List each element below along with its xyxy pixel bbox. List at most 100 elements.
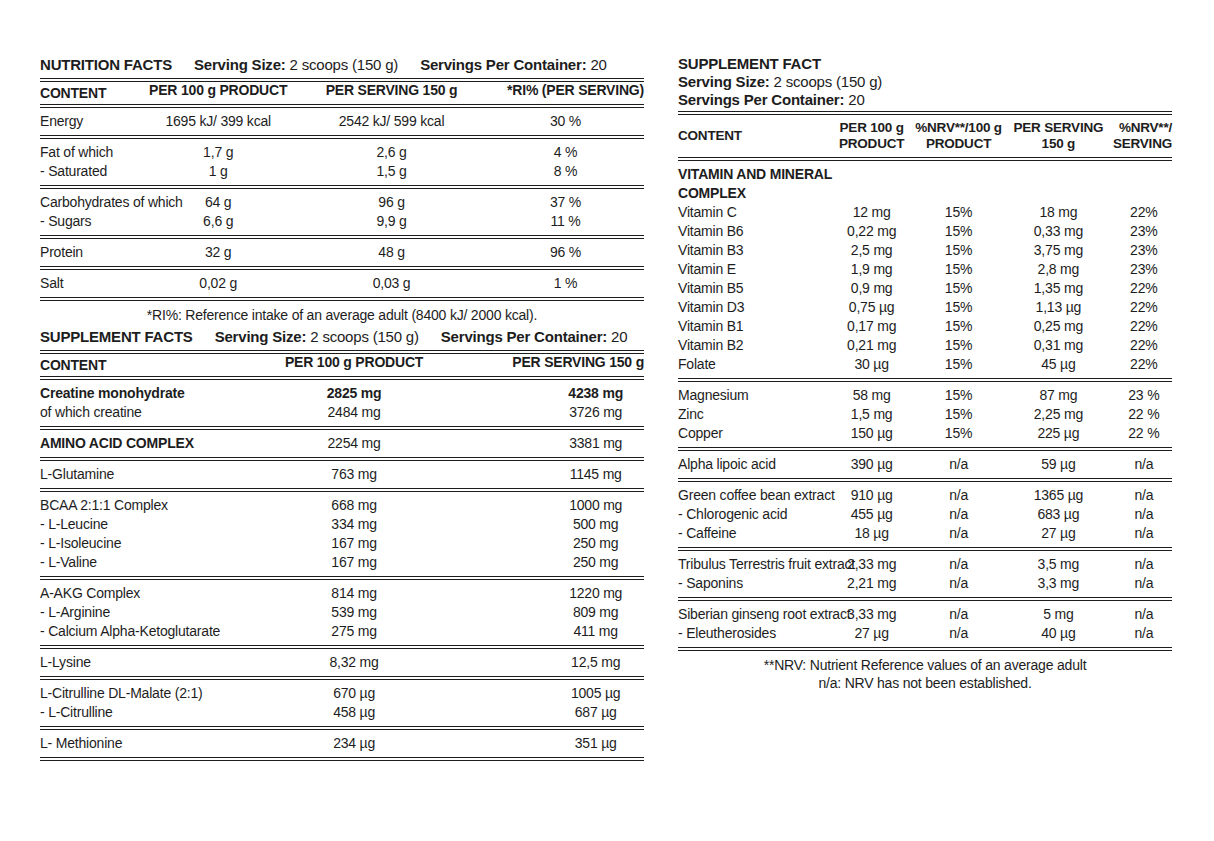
nrv-serving-value: 23 % — [1128, 386, 1159, 405]
nutrition-facts-table: NUTRITION FACTS Serving Size:2 scoops (1… — [40, 56, 644, 324]
servings-per-container: Servings Per Container:20 — [678, 91, 1172, 109]
table-row: Folate 30 µg 15% 45 µg 22% — [678, 355, 1172, 374]
per-serving-value: 2,6 g — [376, 143, 406, 162]
per-100g-value: 3,33 mg — [847, 605, 896, 624]
column-header-row: CONTENT PER 100 g PRODUCT PER SERVING 15… — [40, 82, 644, 104]
per-serving-value: 809 mg — [573, 603, 619, 622]
ri-footnote: *RI%: Reference intake of an average adu… — [40, 301, 644, 324]
column-header-ri: *RI% (PER SERVING) — [507, 82, 644, 98]
row-group-glutamine: L-Glutamine 763 mg 1145 mg — [40, 461, 644, 488]
table-row: Vitamin B6 0,22 mg 15% 0,33 mg 23% — [678, 222, 1172, 241]
row-label: Vitamin C — [678, 203, 737, 222]
table-row: Vitamin B2 0,21 mg 15% 0,31 mg 22% — [678, 336, 1172, 355]
per-100g-value: 0,02 g — [199, 274, 237, 293]
per-100g-value: 0,9 mg — [851, 279, 893, 298]
nrv-serving-value: 22% — [1130, 298, 1157, 317]
ri-percent-value: 11 % — [550, 212, 580, 231]
nrv-100g-value: 15% — [945, 336, 972, 355]
column-header-per100: PER 100 g PRODUCT — [149, 82, 287, 98]
row-label: L-Glutamine — [40, 465, 114, 484]
table-row: Creatine monohydrate 2825 mg 4238 mg — [40, 384, 644, 403]
table-row: - Saponins 2,21 mg n/a 3,3 mg n/a — [678, 574, 1172, 593]
table-row: A-AKG Complex 814 mg 1220 mg — [40, 584, 644, 603]
table-row: - Sugars 6,6 g 9,9 g 11 % — [40, 212, 644, 231]
row-label: Zinc — [678, 405, 704, 424]
nrv-100g-value: 15% — [945, 260, 972, 279]
per-100g-value: 539 mg — [331, 603, 377, 622]
column-header-per-serving: PER SERVING 150 g — [326, 82, 458, 98]
ri-percent-value: 30 % — [550, 112, 581, 131]
per-serving-value: 40 µg — [1041, 624, 1075, 643]
row-label: Alpha lipoic acid — [678, 455, 776, 474]
table-row: AMINO ACID COMPLEX 2254 mg 3381 mg — [40, 434, 644, 453]
table-row: Vitamin D3 0,75 µg 15% 1,13 µg 22% — [678, 298, 1172, 317]
servings-per-container: Servings Per Container:20 — [441, 328, 628, 346]
per-100g-value: 18 µg — [854, 524, 888, 543]
row-group-methionine: L- Methionine 234 µg 351 µg — [40, 730, 644, 757]
row-label: - Chlorogenic acid — [678, 505, 787, 524]
row-label: Copper — [678, 424, 723, 443]
per-100g-value: 12 mg — [853, 203, 891, 222]
ri-percent-value: 1 % — [554, 274, 578, 293]
per-serving-value: 351 µg — [575, 734, 617, 753]
table-row: - L-Isoleucine 167 mg 250 mg — [40, 534, 644, 553]
supplement-fact-header: SUPPLEMENT FACT Serving Size:2 scoops (1… — [678, 55, 1172, 111]
row-group-lysine: L-Lysine 8,32 mg 12,5 mg — [40, 649, 644, 676]
per-serving-value: 1,5 g — [376, 162, 406, 181]
per-serving-value: 5 mg — [1043, 605, 1073, 624]
per-serving-value: 0,33 mg — [1034, 222, 1083, 241]
row-label: L- Methionine — [40, 734, 122, 753]
nrv-serving-value: n/a — [1134, 624, 1153, 643]
column-header-nrv100: %NRV**/100 g PRODUCT — [915, 120, 1002, 152]
table-row: Salt 0,02 g 0,03 g 1 % — [40, 274, 644, 293]
section-header-vitamin-mineral-complex: VITAMIN AND MINERAL COMPLEX — [678, 165, 1172, 203]
nutrition-facts-header: NUTRITION FACTS Serving Size:2 scoops (1… — [40, 56, 644, 78]
supplement-facts-table: SUPPLEMENT FACTS Serving Size:2 scoops (… — [40, 328, 644, 761]
per-serving-value: 45 µg — [1041, 355, 1075, 374]
row-label: Protein — [40, 243, 83, 262]
per-100g-value: 334 mg — [331, 515, 377, 534]
column-header-per100: PER 100 g PRODUCT — [285, 354, 423, 370]
per-100g-value: 30 µg — [854, 355, 888, 374]
nrv-100g-value: n/a — [949, 524, 968, 543]
table-row: Alpha lipoic acid 390 µg n/a 59 µg n/a — [678, 455, 1172, 474]
per-100g-value: 275 mg — [331, 622, 377, 641]
table-title: SUPPLEMENT FACTS — [40, 328, 193, 346]
nrv-serving-value: 22% — [1130, 279, 1157, 298]
per-100g-value: 763 mg — [331, 465, 377, 484]
nrv-100g-value: 15% — [945, 317, 972, 336]
per-100g-value: 1 g — [209, 162, 228, 181]
per-serving-value: 411 mg — [573, 622, 617, 641]
per-100g-value: 167 mg — [331, 534, 377, 553]
per-100g-value: 1,7 g — [203, 143, 233, 162]
per-serving-value: 4238 mg — [568, 384, 623, 403]
per-100g-value: 455 µg — [851, 505, 893, 524]
row-label: Tribulus Terrestris fruit extract — [678, 555, 855, 574]
supplement-fact-vitamins-table: SUPPLEMENT FACT Serving Size:2 scoops (1… — [678, 55, 1172, 692]
per-100g-value: 58 mg — [853, 386, 891, 405]
row-group-salt: Salt 0,02 g 0,03 g 1 % — [40, 270, 644, 297]
column-header-content: CONTENT — [40, 85, 106, 101]
column-header-row: CONTENT PER 100 g PRODUCT PER SERVING 15… — [40, 354, 644, 376]
nrv-100g-value: 15% — [945, 203, 972, 222]
per-100g-value: 8,32 mg — [329, 653, 378, 672]
row-group-energy: Energy 1695 kJ/ 399 kcal 2542 kJ/ 599 kc… — [40, 108, 644, 135]
table-row: Protein 32 g 48 g 96 % — [40, 243, 644, 262]
row-label: - Eleutherosides — [678, 624, 776, 643]
row-group-minerals: Magnesium 58 mg 15% 87 mg 23 % Zinc 1,5 … — [678, 382, 1172, 447]
nrv-100g-value: 15% — [945, 424, 972, 443]
nrv-serving-value: 23% — [1130, 241, 1157, 260]
per-100g-value: 458 µg — [333, 703, 375, 722]
row-label: Magnesium — [678, 386, 749, 405]
table-row: Siberian ginseng root extract 3,33 mg n/… — [678, 605, 1172, 624]
nrv-100g-value: n/a — [949, 574, 968, 593]
table-row: Fat of which 1,7 g 2,6 g 4 % — [40, 143, 644, 162]
per-serving-value: 1220 mg — [569, 584, 622, 603]
row-group-tribulus: Tribulus Terrestris fruit extract 2,33 m… — [678, 551, 1172, 597]
row-label: of which creatine — [40, 403, 142, 422]
row-label: L-Lysine — [40, 653, 91, 672]
column-header-content: CONTENT — [678, 128, 742, 144]
row-group-citrulline: L-Citrulline DL-Malate (2:1) 670 µg 1005… — [40, 680, 644, 726]
row-label: - L-Citrulline — [40, 703, 113, 722]
row-label: Vitamin D3 — [678, 298, 744, 317]
